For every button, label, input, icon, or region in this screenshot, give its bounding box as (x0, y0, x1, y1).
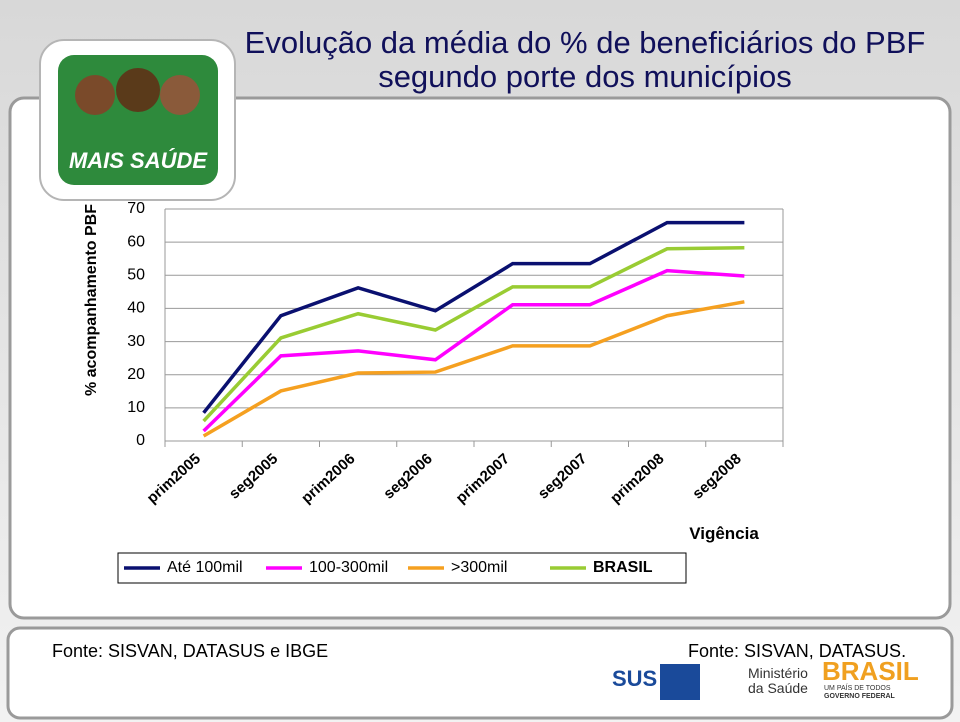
y-tick-label: 0 (136, 432, 145, 449)
logo-face (75, 75, 115, 115)
legend-label: >300mil (451, 559, 507, 576)
series-line (202, 246, 745, 423)
series-line (202, 300, 745, 438)
y-tick-label: 60 (127, 233, 145, 250)
footer-source: Fonte: SISVAN, DATASUS e IBGE (52, 641, 328, 661)
footer-panel (6, 626, 954, 720)
series-line (202, 220, 745, 414)
logo-sus-cross (660, 664, 700, 700)
logo-face (160, 75, 200, 115)
logo-ministerio: da Saúde (748, 680, 808, 696)
y-tick-label: 70 (127, 200, 145, 217)
series-line (202, 268, 745, 433)
logo-brasil-sub: UM PAÍS DE TODOS (824, 683, 891, 692)
y-tick-label: 40 (127, 300, 145, 317)
footer-source: Fonte: SISVAN, DATASUS. (688, 641, 906, 661)
y-tick-label: 50 (127, 267, 145, 284)
x-axis-label: Vigência (689, 524, 759, 543)
logo-face (116, 68, 160, 112)
legend-label: BRASIL (593, 559, 653, 576)
y-tick-label: 30 (127, 333, 145, 350)
logo-sus: SUS (612, 666, 657, 691)
logo-governo: GOVERNO FEDERAL (824, 693, 896, 700)
legend-box (117, 552, 687, 584)
logo-text: MAIS SAÚDE (69, 148, 208, 173)
legend-label: Até 100mil (167, 559, 243, 576)
logo-brasil: BRASIL (822, 656, 919, 686)
y-axis-label: % acompanhamento PBF (83, 204, 100, 396)
legend-label: 100-300mil (309, 559, 388, 576)
y-tick-label: 20 (127, 366, 145, 383)
y-tick-label: 10 (127, 399, 145, 416)
logo-ministerio: Ministério (748, 665, 808, 681)
chart-title: Evolução da média do % de beneficiários … (244, 25, 926, 94)
